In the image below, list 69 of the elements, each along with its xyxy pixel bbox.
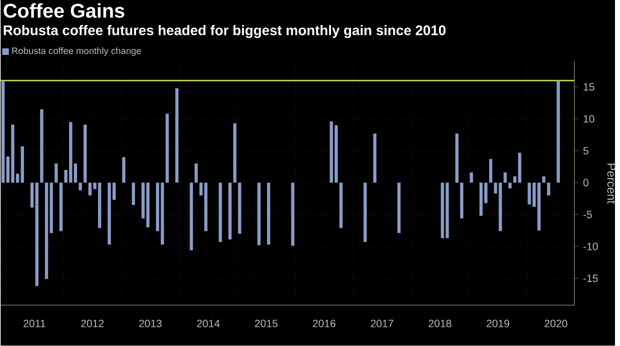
bar [132,182,136,206]
bar [489,159,492,183]
bar [35,182,38,286]
chart-title: Coffee Gains [4,3,124,18]
bar [257,182,261,246]
bar [537,182,541,231]
bar [364,182,367,242]
bar [373,134,376,183]
bar [156,182,160,232]
x-tick-label: 2011 [24,320,46,328]
y-tick-label: -15 [583,274,598,282]
bar [166,114,169,183]
bar [194,164,198,183]
bar [142,182,145,218]
bar [84,124,87,183]
y-tick-label: 0 [583,179,588,187]
bar [460,182,464,218]
bar [498,182,502,232]
bar [122,157,126,183]
bar [238,182,242,234]
bar [470,172,473,183]
bar [547,182,550,196]
bar [20,146,24,183]
bar [50,182,53,234]
bar [199,182,203,196]
chart-subtitle: Robusta coffee futures headed for biggest monthly gain since 2010 [4,25,446,38]
bar [190,182,193,250]
y-tick-label: 15 [584,83,594,91]
x-tick-label: 2016 [312,320,336,328]
x-tick-label: 2017 [370,320,394,328]
bar [267,182,270,245]
bar [233,123,236,183]
bar [59,182,63,232]
y-tick-label: 5 [583,147,588,155]
bar [30,182,34,208]
bar [54,164,58,183]
bar [484,182,488,204]
bar [44,182,48,280]
bar [494,182,498,194]
y-tick-label: 10 [584,115,594,123]
x-tick-label: 2013 [139,320,162,328]
bar [40,109,44,183]
x-tick-label: 2015 [254,320,278,328]
bar [556,80,560,183]
bar [218,182,222,242]
bar [339,182,343,228]
x-tick-label: 2018 [428,320,452,328]
bar [160,182,164,245]
bar [397,182,401,234]
bar [542,176,546,183]
x-tick-label: 2012 [81,320,104,328]
bar [78,182,82,190]
x-tick-label: 2019 [486,320,510,328]
bar [228,182,232,240]
legend-label: Robusta coffee monthly change [12,47,141,56]
bar [291,182,294,246]
bar [504,172,507,183]
bar [508,182,512,189]
bar [1,80,5,183]
bar [175,88,178,183]
y-tick-label: -10 [583,242,598,250]
x-tick-label: 2020 [544,320,568,328]
bar [204,182,208,232]
x-tick-label: 2014 [197,320,220,328]
y-axis-title: Percent [607,164,616,204]
bar [455,134,458,183]
y-tick-label: -5 [583,210,592,218]
bar [479,182,483,216]
bar [146,182,150,228]
